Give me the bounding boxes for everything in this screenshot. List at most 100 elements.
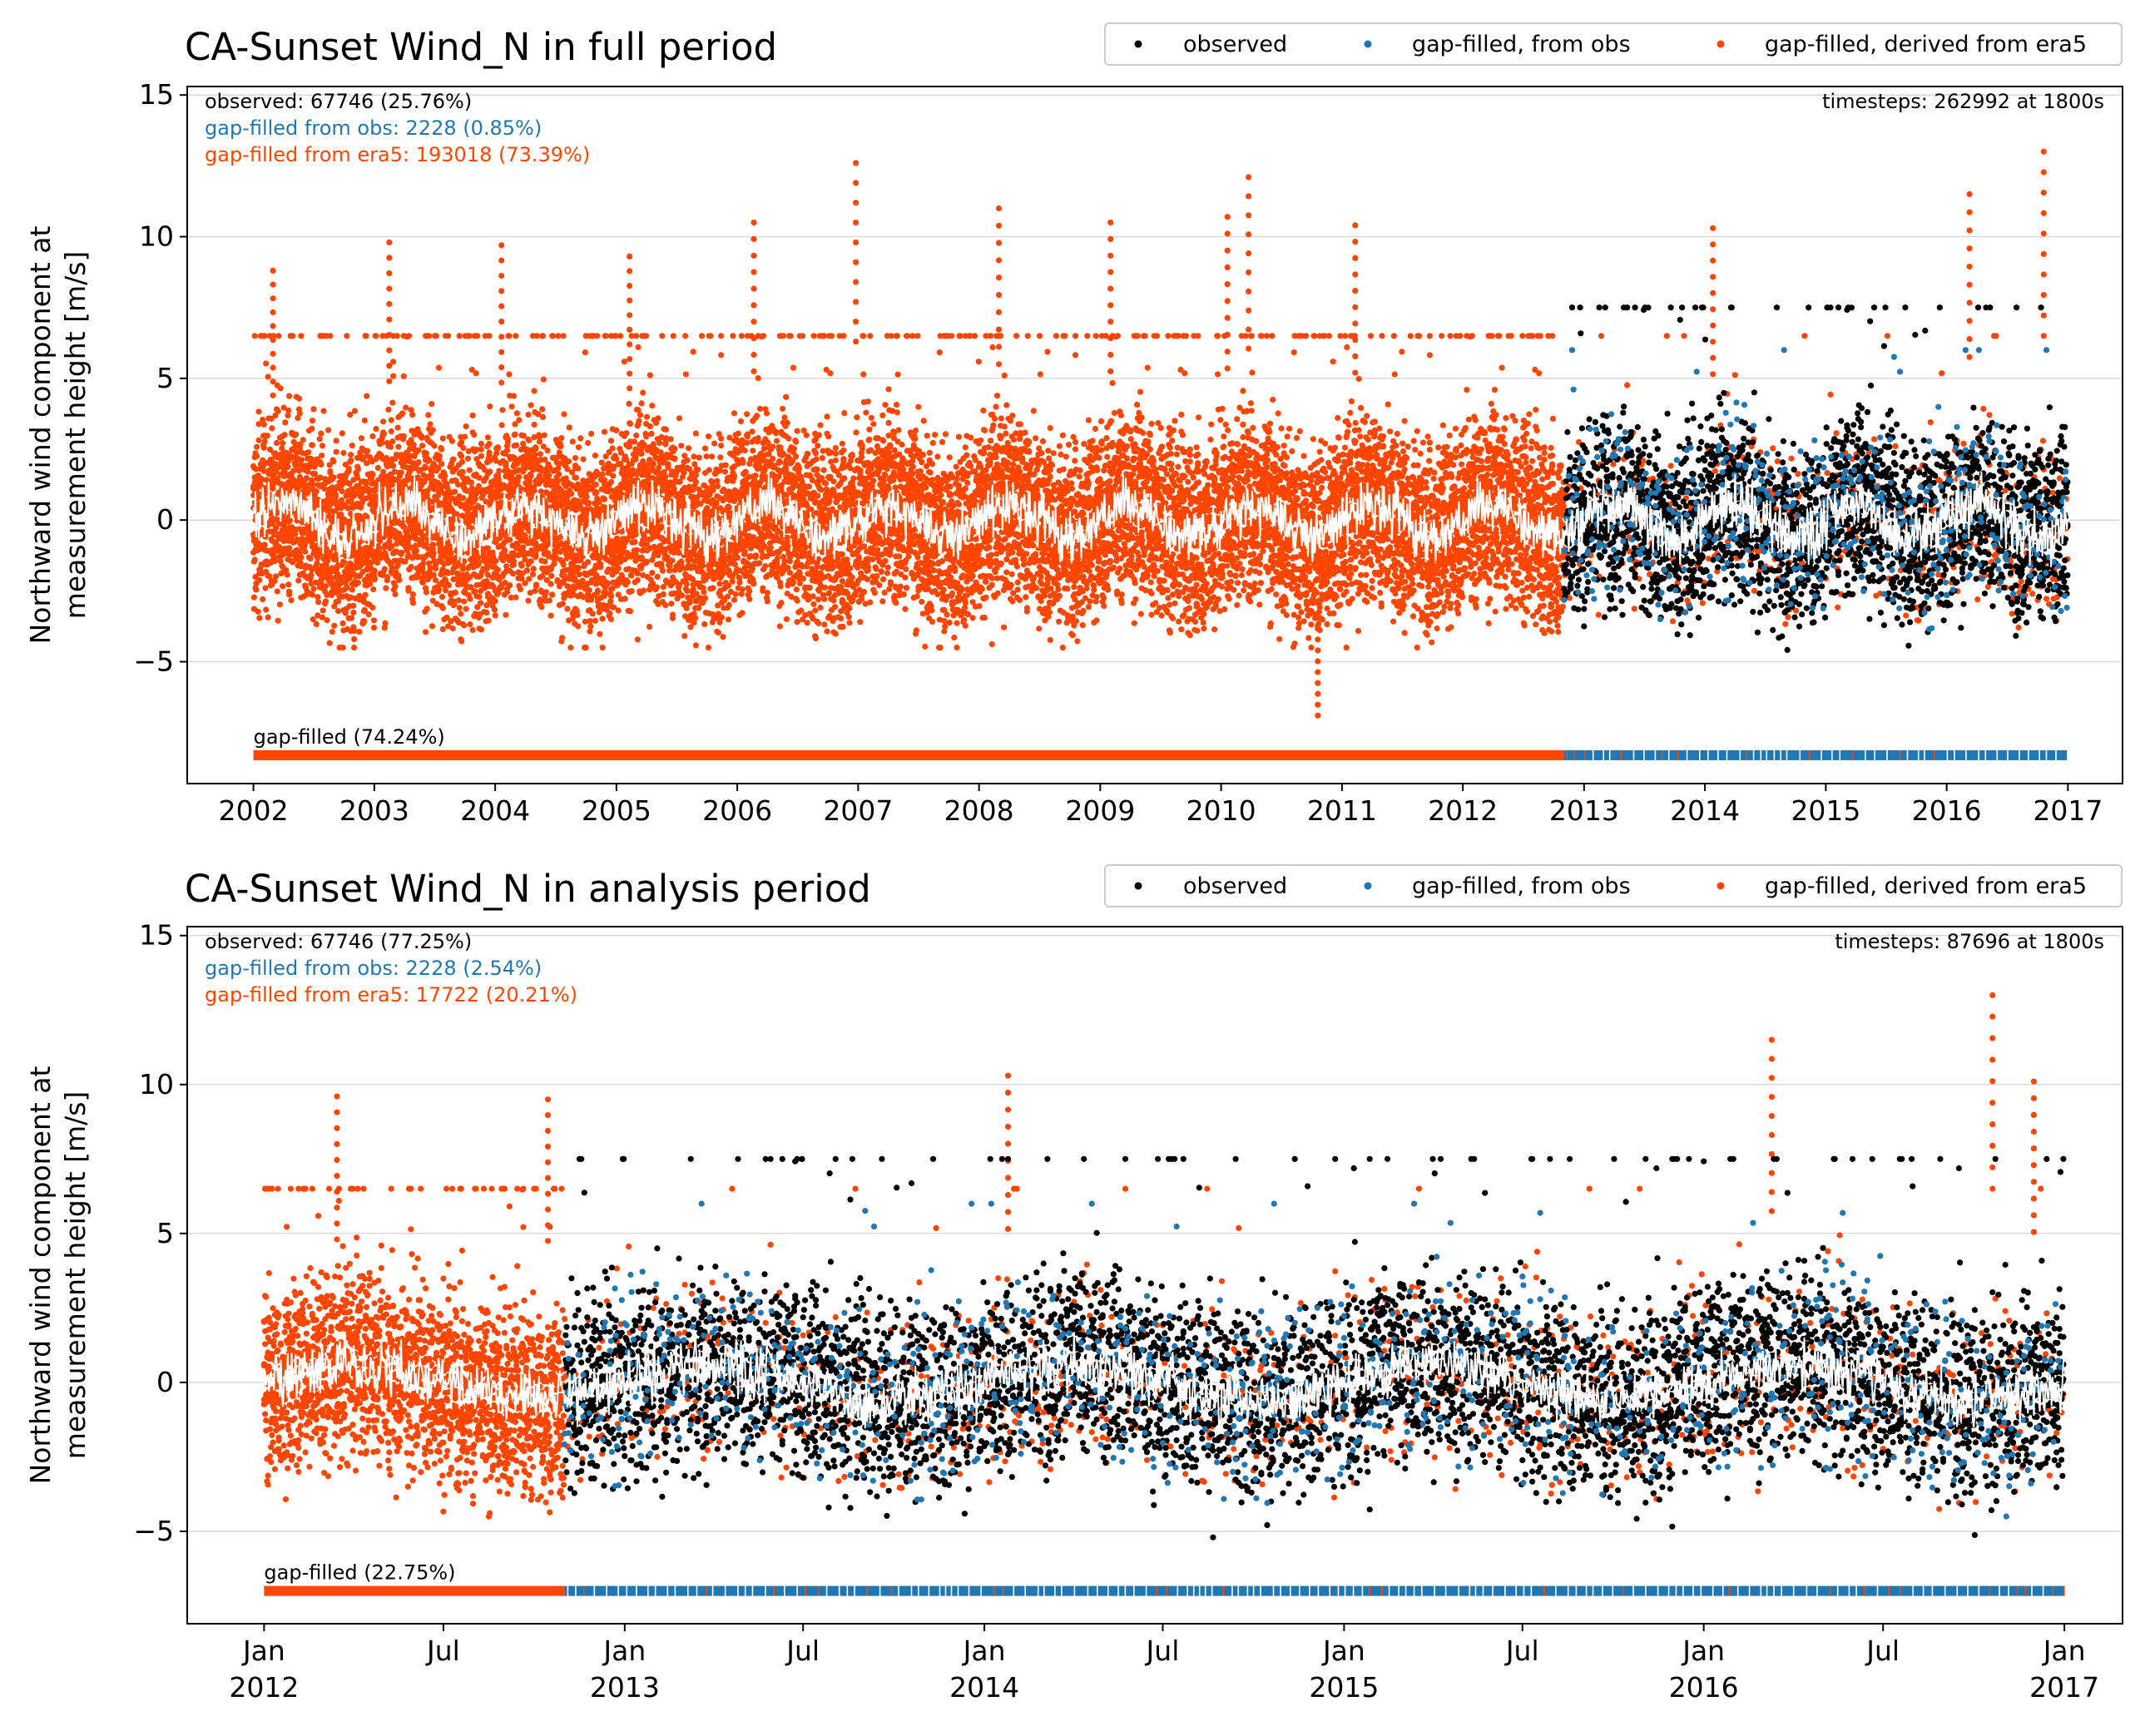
data-point — [706, 467, 712, 473]
data-point — [314, 560, 320, 566]
data-point — [538, 604, 544, 610]
data-point — [608, 593, 614, 599]
data-point — [433, 333, 439, 339]
data-point — [540, 333, 546, 339]
data-point — [275, 618, 281, 624]
data-point — [320, 408, 326, 414]
data-point — [297, 410, 303, 416]
data-point — [327, 468, 333, 474]
data-point — [533, 554, 538, 560]
data-point — [274, 440, 280, 446]
data-point — [493, 598, 498, 604]
data-point — [635, 636, 641, 642]
data-point — [516, 417, 522, 423]
data-point — [456, 597, 462, 603]
data-point — [474, 333, 480, 339]
data-point — [330, 474, 336, 480]
data-point — [298, 555, 304, 561]
data-point — [262, 542, 268, 547]
data-point — [531, 566, 537, 571]
data-point — [710, 487, 716, 493]
data-point — [513, 443, 519, 448]
data-point — [547, 581, 553, 587]
data-point — [261, 422, 267, 428]
data-point — [540, 414, 546, 420]
figure: CA-Sunset Wind_N in full period observed… — [0, 0, 2145, 1736]
data-point — [525, 598, 531, 604]
data-point — [626, 401, 632, 407]
data-point — [530, 571, 536, 577]
data-point — [282, 419, 288, 425]
data-point — [667, 563, 673, 569]
data-point — [470, 413, 476, 418]
data-point — [319, 453, 324, 458]
data-point — [668, 436, 674, 442]
data-point — [561, 561, 567, 567]
data-point — [599, 460, 605, 466]
data-point — [273, 573, 279, 579]
legend-marker-from-era5 — [1717, 41, 1725, 48]
data-point — [521, 433, 527, 438]
data-point — [349, 586, 355, 592]
chart-panel-full-period: CA-Sunset Wind_N in full period observed… — [24, 23, 2123, 827]
data-point — [623, 430, 629, 436]
data-point — [627, 608, 633, 614]
data-point — [380, 418, 386, 424]
data-point — [399, 550, 404, 556]
data-point — [446, 582, 452, 588]
data-point — [308, 556, 314, 561]
chart-title: CA-Sunset Wind_N in full period — [185, 25, 777, 69]
data-point — [463, 423, 469, 429]
data-point — [646, 624, 652, 630]
data-point — [462, 434, 468, 440]
data-point — [453, 512, 459, 517]
data-point — [375, 465, 381, 471]
data-point — [460, 445, 466, 451]
data-point — [661, 591, 666, 597]
data-point — [718, 333, 724, 339]
data-point — [696, 606, 701, 611]
data-point — [424, 589, 429, 595]
data-point — [701, 621, 707, 627]
data-point — [476, 561, 482, 566]
data-point — [593, 489, 599, 495]
data-point — [335, 608, 341, 614]
data-point — [348, 452, 354, 457]
data-point — [684, 457, 690, 463]
data-point — [425, 412, 431, 418]
data-point — [718, 436, 724, 442]
data-point — [260, 596, 265, 602]
data-point — [320, 443, 325, 448]
data-point — [263, 360, 269, 366]
data-point — [399, 410, 405, 416]
data-point — [443, 587, 448, 593]
data-point — [255, 609, 261, 615]
data-point — [600, 645, 606, 650]
legend-label-from-obs: gap-filled, from obs — [1412, 32, 1631, 57]
data-point — [511, 558, 517, 564]
data-point — [460, 566, 466, 572]
data-point — [639, 400, 645, 406]
data-point — [255, 438, 261, 443]
data-point — [287, 517, 293, 523]
data-point — [605, 581, 611, 586]
data-point — [576, 444, 582, 450]
data-point — [533, 581, 539, 587]
data-point — [607, 611, 612, 616]
data-point — [610, 445, 616, 451]
data-point — [261, 445, 267, 451]
data-point — [532, 422, 537, 428]
data-point — [471, 432, 477, 438]
data-point — [382, 621, 388, 626]
data-point — [450, 457, 456, 462]
data-point — [585, 559, 591, 565]
data-point — [275, 408, 281, 414]
data-point — [436, 365, 442, 371]
data-point — [277, 601, 283, 607]
data-point — [574, 612, 580, 618]
data-point — [483, 610, 489, 616]
data-point — [445, 333, 451, 339]
data-point — [686, 445, 691, 451]
data-point — [487, 468, 493, 474]
data-point — [559, 635, 565, 640]
